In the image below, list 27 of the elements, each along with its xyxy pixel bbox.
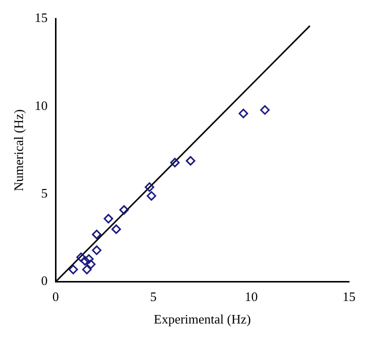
x-tick-label: 0 bbox=[52, 289, 59, 304]
point bbox=[146, 191, 156, 201]
point bbox=[119, 205, 129, 215]
point bbox=[104, 214, 114, 224]
point bbox=[170, 158, 180, 168]
x-tick-label: 5 bbox=[150, 289, 157, 304]
point bbox=[260, 105, 270, 115]
point bbox=[92, 245, 102, 255]
point bbox=[76, 252, 86, 262]
y-tick-label: 15 bbox=[34, 10, 48, 26]
y-axis-title: Numerical (Hz) bbox=[11, 109, 26, 192]
point bbox=[86, 260, 96, 270]
y-tick-label: 5 bbox=[41, 186, 48, 201]
point bbox=[144, 182, 154, 192]
point bbox=[68, 264, 78, 274]
point bbox=[82, 264, 92, 274]
point bbox=[80, 256, 90, 266]
point bbox=[111, 224, 121, 234]
point bbox=[92, 230, 102, 240]
point bbox=[186, 156, 196, 166]
y-tick-label: 0 bbox=[41, 273, 48, 288]
x-tick-label: 15 bbox=[342, 289, 356, 304]
x-tick-label: 10 bbox=[244, 289, 258, 304]
x-axis-title: Experimental (Hz) bbox=[154, 312, 251, 327]
point bbox=[238, 108, 248, 118]
y-tick-label: 10 bbox=[34, 98, 48, 113]
point bbox=[84, 254, 94, 264]
